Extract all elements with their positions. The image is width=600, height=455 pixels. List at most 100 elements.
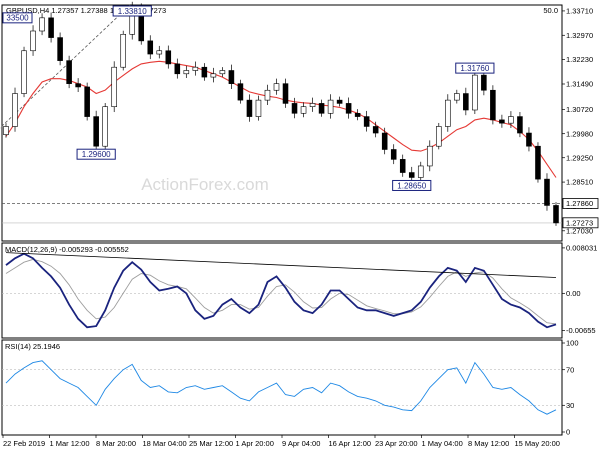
time-tick-label: 1 Mar 12:00 [50,439,90,448]
candle-body [219,70,226,75]
rsi-line [5,360,557,415]
candle-body [201,66,208,78]
price-tick-label: 1.27030 [566,226,593,235]
pivot-label: 1.31760 [460,64,489,73]
rsi-tick-label: 100 [566,339,579,348]
candle-body [381,132,388,150]
macd-tick-label: 0.008031 [566,244,597,253]
candle-body [490,89,496,121]
candle-body [300,106,307,114]
candle-body [237,83,244,101]
pivot-label-box [2,12,33,24]
price-axis: 1.33710 1.32970 1.32230 1.31490 1.30720 1.299… [562,7,599,235]
candle-body [408,172,415,178]
macd-tick-label: 0.00 [566,289,581,298]
macd-layer [2,252,562,329]
candle-body [445,99,451,127]
rsi-layer [2,360,562,415]
pivot-label: 33500 [6,14,29,23]
price-tag-box [562,217,599,229]
moving-average-line [5,60,557,178]
candle-body [535,145,541,180]
candle-body [57,37,63,61]
candle-body [345,103,352,114]
candle-body [111,66,117,108]
time-tick-label: 25 Mar 12:00 [189,439,233,448]
pivot-label-box [455,62,495,74]
candle-body [309,103,316,108]
candle-body [544,178,550,206]
price-tag-label: 1.27860 [566,199,593,208]
candle-body [66,60,72,84]
candle-body [147,40,154,55]
candle-body [472,74,478,111]
candle-body [39,17,45,32]
time-tick-label: 1 May 04:00 [422,439,463,448]
price-tag-label: 1.27273 [566,218,593,227]
candle-body [156,50,163,55]
candle-body [84,86,90,117]
candle-body [165,50,172,65]
candle-body [255,99,262,117]
pivot-label: 1.28650 [397,181,426,190]
candle-body [30,30,36,52]
candle-body [192,66,199,71]
time-tick-label: 1 Apr 20:00 [236,439,274,448]
price-tick-label: 1.29250 [566,153,593,162]
time-tick-label: 8 May 12:00 [468,439,509,448]
candle-body [210,73,217,78]
moving-average-layer [5,60,557,178]
candle-body [372,126,379,134]
candle-body [426,145,433,167]
pivot-label: 1.29600 [82,150,111,159]
candle-body [282,83,289,104]
candle-body [436,126,442,147]
annotation-layer: 33500 1.33810 1.29600 1.31760 1.28650 [2,5,495,191]
price-pane-frame [1,4,563,242]
candle-body [21,50,27,94]
pivot-label: 1.33810 [118,7,147,16]
price-tick-label: 1.29980 [566,129,593,138]
pivot-label-box [112,5,152,17]
macd-axis: 0.008031 0.00 -0.00655 [562,244,597,335]
price-tick-label: 1.30720 [566,105,593,114]
candle-body [508,116,514,124]
rsi-tick-label: 30 [566,401,574,410]
candle-body [93,116,99,147]
candle-body [246,99,253,117]
candle-body [463,93,469,111]
watermark-text: ActionForex.com [141,175,269,194]
candle-body [48,17,54,38]
candle-body [291,103,298,114]
candlestick-layer [3,1,559,226]
rsi-tick-label: 0 [566,428,570,437]
candle-body [553,205,559,224]
macd-tick-label: -0.00655 [566,326,596,335]
price-tick-label: 1.31490 [566,80,593,89]
time-tick-label: 15 May 20:00 [515,439,560,448]
candle-body [517,116,523,134]
time-tick-label: 22 Feb 2019 [3,439,45,448]
time-axis: 22 Feb 2019 1 Mar 12:00 8 Mar 20:00 18 Mar … [2,435,560,448]
rsi-pane-frame [1,339,563,436]
time-tick-label: 8 Mar 20:00 [96,439,136,448]
time-tick-label: 9 Apr 04:00 [282,439,320,448]
macd-pane-frame [1,242,563,339]
macd-label: MACD(12,26,9) -0.005293 -0.005552 [5,245,129,254]
candle-body [174,63,181,75]
candle-body [120,33,126,68]
candle-body [12,93,18,127]
price-tick-label: 1.28510 [566,178,593,187]
candle-body [526,132,532,147]
price-tag-box [562,198,599,209]
dotted-trendline [0,2,133,129]
candle-body [75,83,81,88]
candle-body [499,119,505,124]
candle-body [417,165,424,178]
macd-main-line [5,252,557,329]
macd-signal-line [5,258,557,325]
rsi-label: RSI(14) 25.1946 [5,342,60,351]
time-tick-label: 16 Apr 12:00 [329,439,372,448]
candle-body [481,74,487,91]
candle-body [363,116,370,127]
